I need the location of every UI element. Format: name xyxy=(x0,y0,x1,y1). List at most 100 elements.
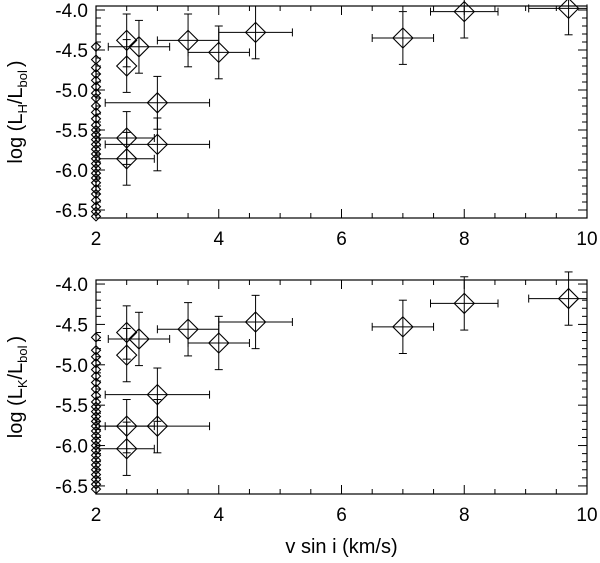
detection-marker xyxy=(453,292,476,315)
limit-marker xyxy=(90,62,102,73)
errorbars-bottom xyxy=(98,271,588,476)
limit-marker xyxy=(90,357,102,369)
markers-bottom xyxy=(90,287,580,495)
y-axis-label-bottom: log (LK/Lbol) xyxy=(5,336,30,438)
limit-marker xyxy=(90,81,102,93)
detection-marker xyxy=(115,55,138,77)
detection-marker xyxy=(128,36,150,58)
detection-marker xyxy=(207,41,230,64)
limit-marker xyxy=(90,92,102,104)
ylabel-prefix: log (L xyxy=(5,388,27,438)
detection-marker xyxy=(557,0,580,20)
y-tick-label: -5.0 xyxy=(55,356,88,377)
x-tick-label: 6 xyxy=(336,229,347,250)
limit-marker xyxy=(90,100,102,112)
detection-marker xyxy=(392,316,414,338)
y-tick-label: -5.5 xyxy=(55,121,88,142)
detection-marker xyxy=(115,437,138,460)
x-tick-label: 4 xyxy=(213,229,224,250)
limit-marker xyxy=(90,177,102,189)
detection-marker xyxy=(115,127,138,149)
errorbars-top xyxy=(98,0,588,186)
detection-marker xyxy=(146,133,169,156)
detection-marker xyxy=(392,27,414,49)
y-tick-label: -6.5 xyxy=(55,477,88,498)
detection-marker xyxy=(146,383,169,406)
x-tick-label: 4 xyxy=(213,505,224,526)
plot-frame-top xyxy=(95,5,588,219)
limit-marker xyxy=(90,41,102,53)
limit-marker xyxy=(90,206,102,217)
limit-marker xyxy=(90,107,102,118)
detection-marker xyxy=(115,321,138,344)
detection-marker xyxy=(557,287,580,310)
limit-marker xyxy=(90,364,102,375)
y-tick-label: -4.5 xyxy=(55,315,88,336)
limit-marker xyxy=(90,195,102,206)
y-tick-label: -6.0 xyxy=(55,161,88,182)
y-tick-label: -4.0 xyxy=(55,275,88,296)
detection-marker xyxy=(115,344,138,366)
limit-marker xyxy=(90,479,102,490)
ylabel-sub1: H xyxy=(15,104,30,113)
limit-marker xyxy=(90,483,102,495)
limit-marker xyxy=(90,211,102,222)
limit-marker xyxy=(90,183,102,195)
limit-marker xyxy=(90,87,102,99)
ylabel-mid: /L xyxy=(5,363,27,380)
detection-marker xyxy=(115,29,138,52)
limit-marker xyxy=(90,370,102,382)
y-tick-label: -5.0 xyxy=(55,81,88,102)
detection-marker xyxy=(244,21,267,44)
panel-top: 2 4 6 8 10 -4.0 -4.5 -5.0 -5.5 -6.0 -6.5 log (LH/L… xyxy=(5,0,598,250)
limit-marker xyxy=(90,75,102,86)
y-tick-label: -6.5 xyxy=(55,201,88,222)
detection-marker xyxy=(146,415,169,437)
ticks-bottom xyxy=(95,280,588,494)
ylabel-suffix: ) xyxy=(5,60,27,67)
ylabel-mid: /L xyxy=(5,87,27,104)
limit-marker xyxy=(90,332,102,343)
ticklabels-bottom: 2 4 6 8 10 -4.0 -4.5 -5.0 -5.5 -6.0 -6.5 xyxy=(55,275,597,526)
limit-marker xyxy=(90,188,102,200)
detection-marker xyxy=(177,318,199,341)
ylabel-sub2: bol xyxy=(15,345,30,362)
limit-marker xyxy=(90,377,102,388)
y-tick-label: -4.5 xyxy=(55,41,88,62)
limit-marker xyxy=(90,54,102,65)
ticks-top xyxy=(95,6,588,218)
limit-marker xyxy=(90,172,102,184)
limit-marker xyxy=(90,351,102,362)
x-tick-label: 2 xyxy=(91,229,102,250)
x-tick-label: 2 xyxy=(91,505,102,526)
panel-bottom: 2 4 6 8 10 -4.0 -4.5 -5.0 -5.5 -6.0 -6.5 log (LK/L… xyxy=(5,271,598,558)
limit-marker xyxy=(90,383,102,395)
x-tick-label: 10 xyxy=(576,229,597,250)
ylabel-sub2: bol xyxy=(15,70,30,87)
markers-top xyxy=(90,0,580,222)
y-tick-label: -6.0 xyxy=(55,437,88,458)
x-axis-label: v sin i (km/s) xyxy=(285,536,397,558)
ticklabels-top: 2 4 6 8 10 -4.0 -4.5 -5.0 -5.5 -6.0 -6.5 xyxy=(55,1,597,250)
ylabel-sub1: K xyxy=(15,379,30,388)
detection-marker xyxy=(115,148,138,170)
x-tick-label: 10 xyxy=(576,505,597,526)
detection-marker xyxy=(128,328,150,350)
plot-frame-bottom xyxy=(95,279,588,495)
detection-marker xyxy=(177,29,199,52)
y-axis-label-top: log (LH/Lbol) xyxy=(5,60,30,163)
detection-marker xyxy=(244,311,267,333)
detection-marker xyxy=(453,0,476,23)
detection-marker xyxy=(207,332,230,354)
detection-marker xyxy=(115,415,138,437)
y-tick-label: -4.0 xyxy=(55,1,88,22)
limit-marker xyxy=(90,68,102,80)
x-tick-label: 8 xyxy=(459,505,470,526)
x-tick-label: 8 xyxy=(459,229,470,250)
limit-marker xyxy=(90,390,102,401)
limit-marker xyxy=(90,344,102,356)
detection-marker xyxy=(146,92,169,114)
x-tick-label: 6 xyxy=(336,505,347,526)
ylabel-suffix: ) xyxy=(5,336,27,343)
